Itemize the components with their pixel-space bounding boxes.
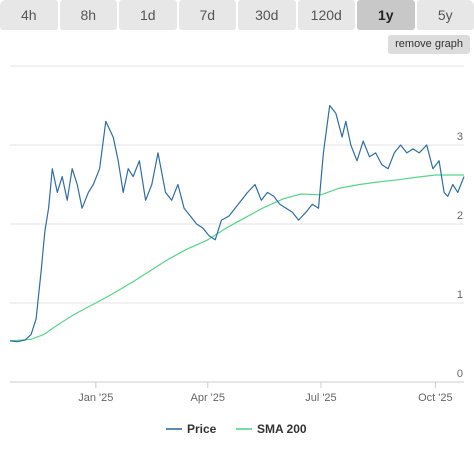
timeframe-tabs: 4h 8h 1d 7d 30d 120d 1y 5y (0, 0, 474, 30)
tab-5y[interactable]: 5y (416, 0, 474, 30)
x-tick-label: Oct '25 (418, 392, 453, 404)
price-series-line (9, 104, 465, 343)
x-tick-label: Apr '25 (191, 392, 226, 404)
x-tick-label: Jan '25 (78, 392, 113, 404)
tab-30d[interactable]: 30d (238, 0, 296, 30)
tab-120d[interactable]: 120d (297, 0, 355, 30)
y-tick-label: 2 (457, 210, 463, 222)
x-tick-label: Jul '25 (305, 392, 336, 404)
legend-price-label[interactable]: Price (187, 422, 217, 436)
y-tick-label: 1 (457, 289, 463, 301)
tab-1y[interactable]: 1y (357, 0, 415, 30)
price-chart: 0 1 2 3 Jan '25 Apr '25 Jul '25 Oct '25 Price SMA… (9, 65, 465, 436)
tab-8h[interactable]: 8h (59, 0, 117, 30)
remove-graph-button[interactable]: remove graph (388, 35, 470, 54)
tab-4h[interactable]: 4h (0, 0, 58, 30)
y-tick-label: 0 (457, 368, 463, 380)
sma-200-series-line (9, 174, 464, 342)
tab-7d[interactable]: 7d (178, 0, 236, 30)
legend-sma-200-label[interactable]: SMA 200 (257, 422, 307, 436)
y-tick-label: 3 (457, 131, 463, 143)
tab-1d[interactable]: 1d (119, 0, 177, 30)
